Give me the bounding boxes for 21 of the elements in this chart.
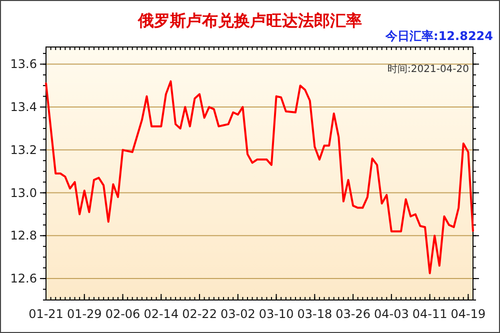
annotation: 时间:2021-04-20 <box>388 63 469 75</box>
chart-title: 俄罗斯卢布兑换卢旺达法郎汇率 <box>137 11 362 30</box>
y-tick-label: 12.8 <box>10 228 37 243</box>
x-tick-label: 01-29 <box>66 307 102 321</box>
x-tick-label: 03-18 <box>297 307 332 321</box>
x-tick-label: 02-06 <box>105 307 140 321</box>
x-tick-label: 03-26 <box>336 307 370 321</box>
text: 今日汇率:12.8224 <box>384 29 493 43</box>
x-tick-label: 03-10 <box>258 307 294 321</box>
y-tick-label: 13.2 <box>10 142 37 157</box>
y-tick-label: 13.4 <box>10 100 37 114</box>
x-tick-label: 02-14 <box>144 307 179 321</box>
x-tick-label: 03-02 <box>220 307 256 321</box>
y-tick-label: 12.6 <box>10 272 37 286</box>
x-tick-label: 04-11 <box>412 307 448 321</box>
x-tick-label: 04-19 <box>450 307 486 321</box>
y-tick-label: 13.0 <box>10 186 37 200</box>
x-tick-label: 02-22 <box>182 307 217 321</box>
y-tick-label: 13.6 <box>10 57 37 72</box>
x-tick-label: 01-21 <box>28 307 64 321</box>
x-tick-label: 04-03 <box>374 307 409 321</box>
